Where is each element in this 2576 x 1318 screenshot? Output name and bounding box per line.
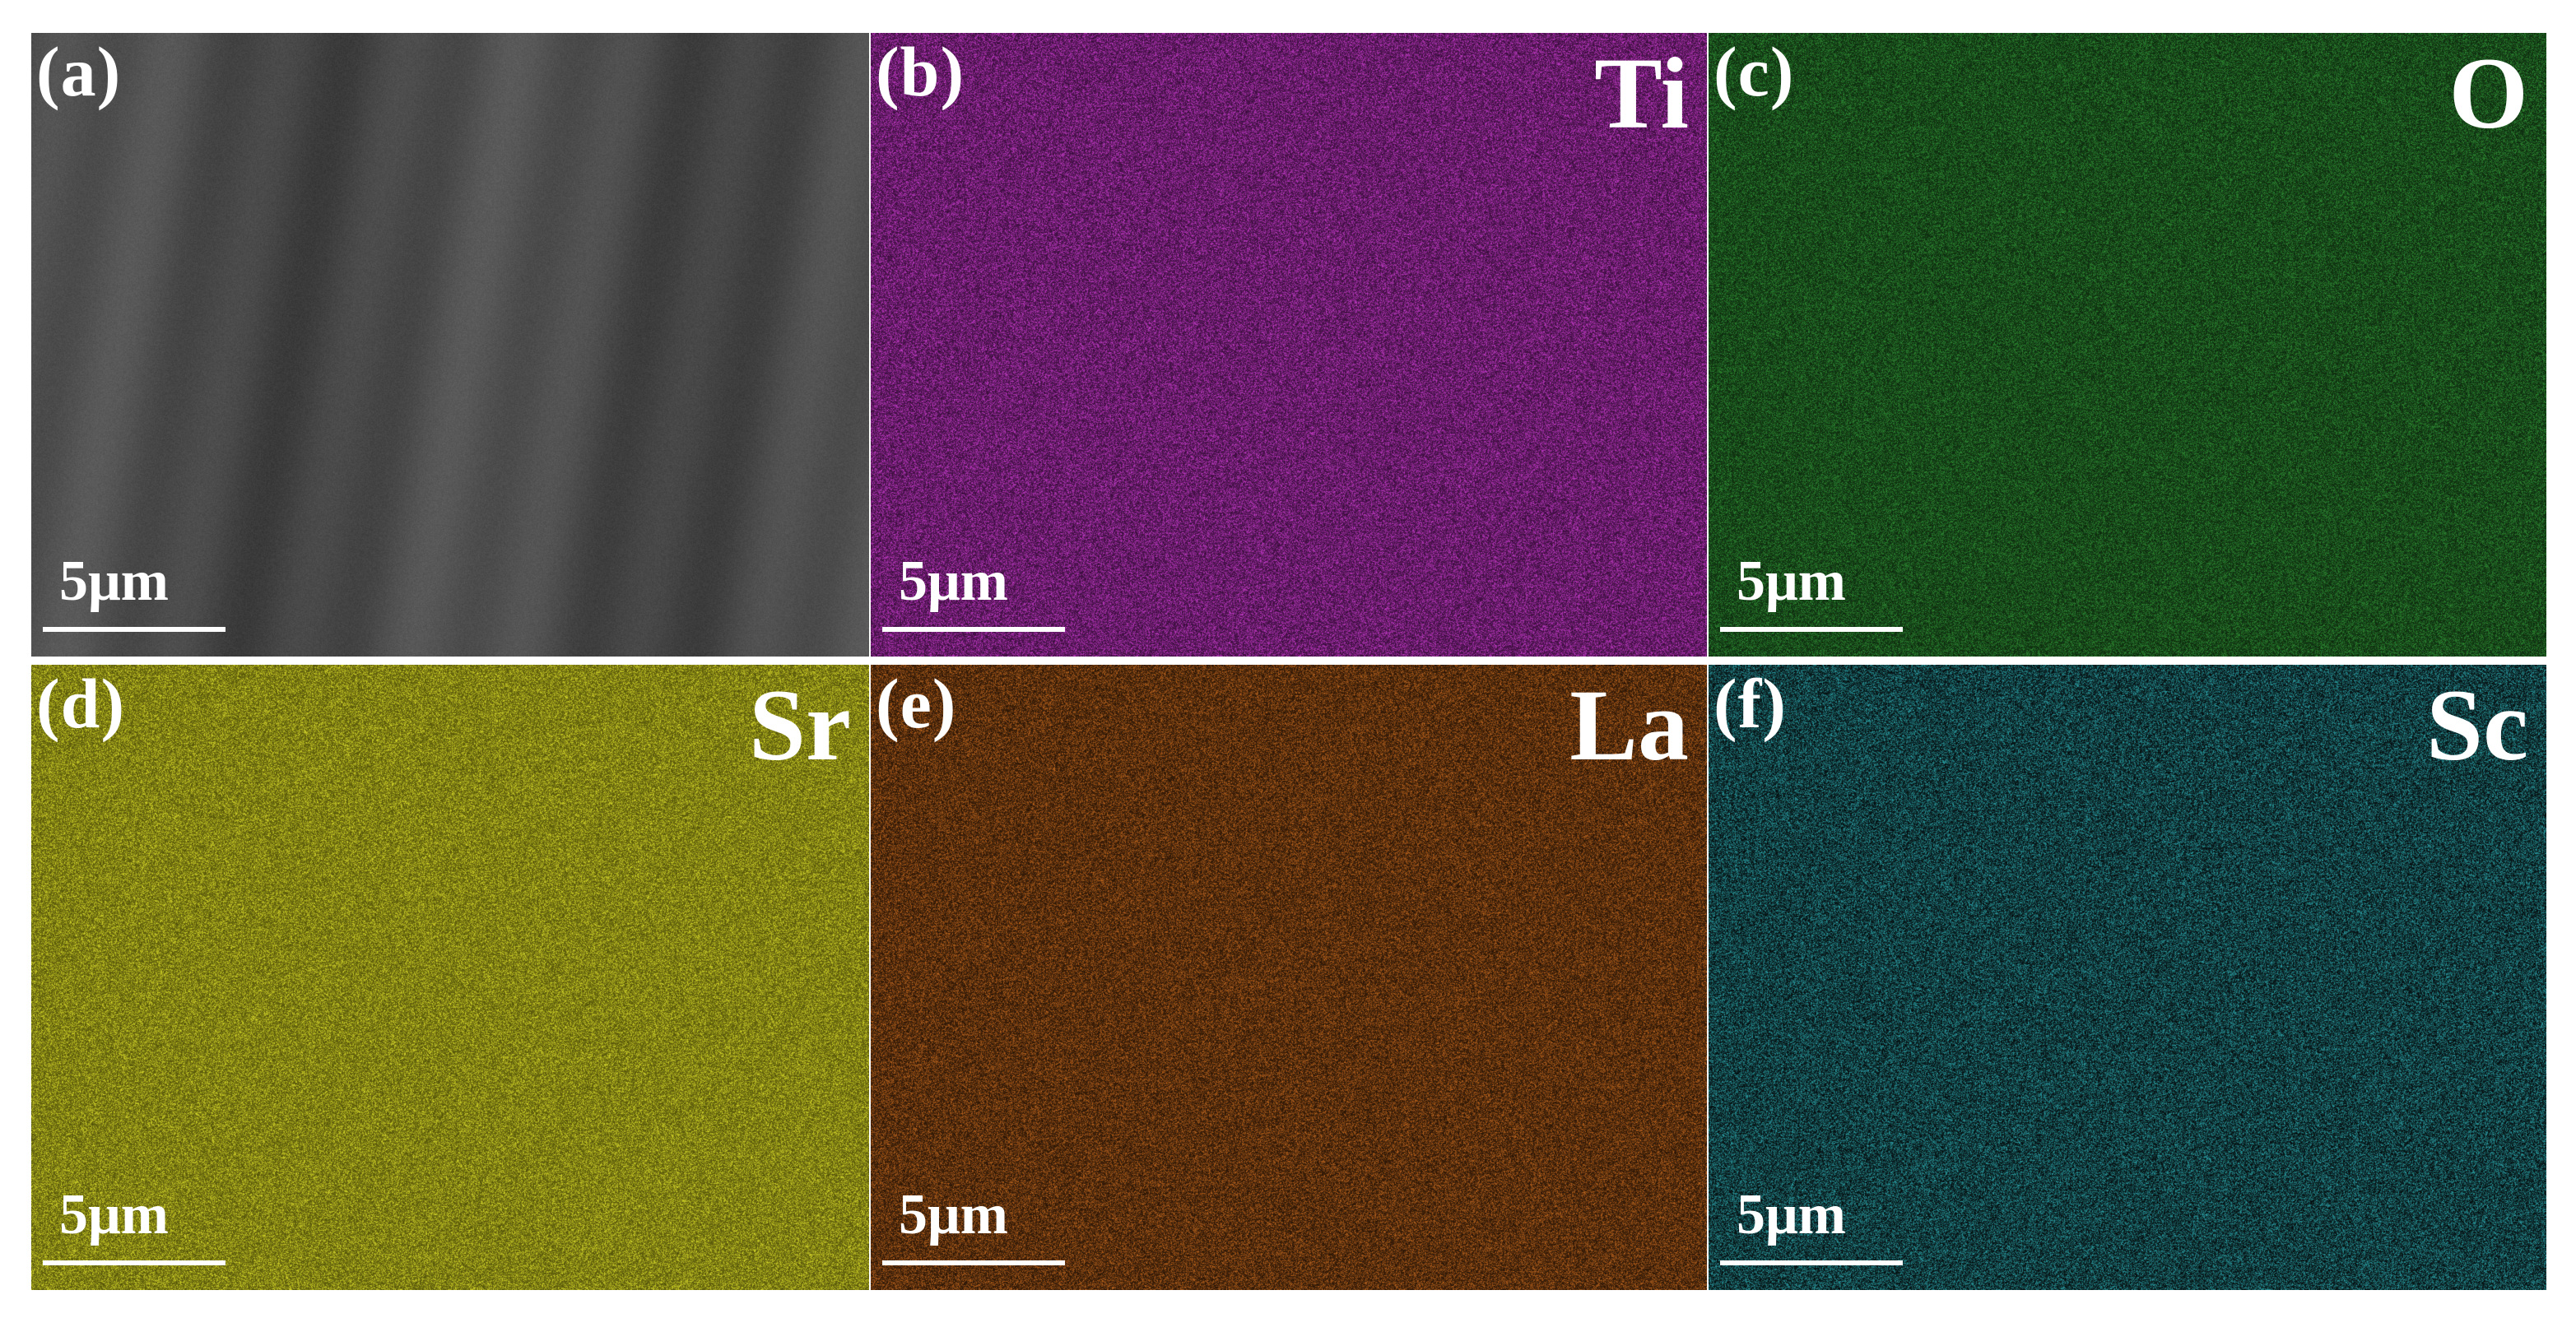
scale-bar-label: 5μm <box>899 1183 1008 1246</box>
element-label: Sr <box>749 669 851 782</box>
sem-micrograph <box>31 33 869 657</box>
panel-label: (f) <box>1713 665 1787 743</box>
scale-bar-label: 5μm <box>59 1183 169 1246</box>
la-element-map <box>871 665 1707 1290</box>
ti-element-map <box>871 33 1707 657</box>
panel-b-ti-map: (b) Ti 5μm <box>871 33 1707 657</box>
scale-bar <box>1720 1260 1903 1265</box>
sc-element-map <box>1709 665 2546 1290</box>
panel-f-sc-map: (f) Sc 5μm <box>1709 665 2546 1290</box>
element-label: O <box>2448 37 2528 150</box>
scale-bar-label: 5μm <box>1737 1183 1846 1246</box>
panel-c-o-map: (c) O 5μm <box>1709 33 2546 657</box>
panel-label: (e) <box>876 665 957 743</box>
panel-a-sem-image: (a) 5μm <box>31 33 869 657</box>
element-label: La <box>1569 669 1689 782</box>
eds-mapping-figure: (a) 5μm (b) Ti 5μm (c) O 5μm (d) Sr 5μm … <box>31 33 2546 1290</box>
panel-label: (a) <box>36 33 122 111</box>
panel-e-la-map: (e) La 5μm <box>871 665 1707 1290</box>
scale-bar <box>43 627 226 632</box>
o-element-map <box>1709 33 2546 657</box>
panel-label: (b) <box>876 33 965 111</box>
panel-label: (d) <box>36 665 126 743</box>
element-label: Sc <box>2426 669 2528 782</box>
sr-element-map <box>31 665 869 1290</box>
panel-label: (c) <box>1713 33 1795 111</box>
element-label: Ti <box>1594 37 1689 150</box>
scale-bar <box>43 1260 226 1265</box>
scale-bar-label: 5μm <box>59 550 169 613</box>
scale-bar-label: 5μm <box>899 550 1008 613</box>
scale-bar <box>882 1260 1065 1265</box>
panel-d-sr-map: (d) Sr 5μm <box>31 665 869 1290</box>
scale-bar <box>882 627 1065 632</box>
scale-bar <box>1720 627 1903 632</box>
scale-bar-label: 5μm <box>1737 550 1846 613</box>
